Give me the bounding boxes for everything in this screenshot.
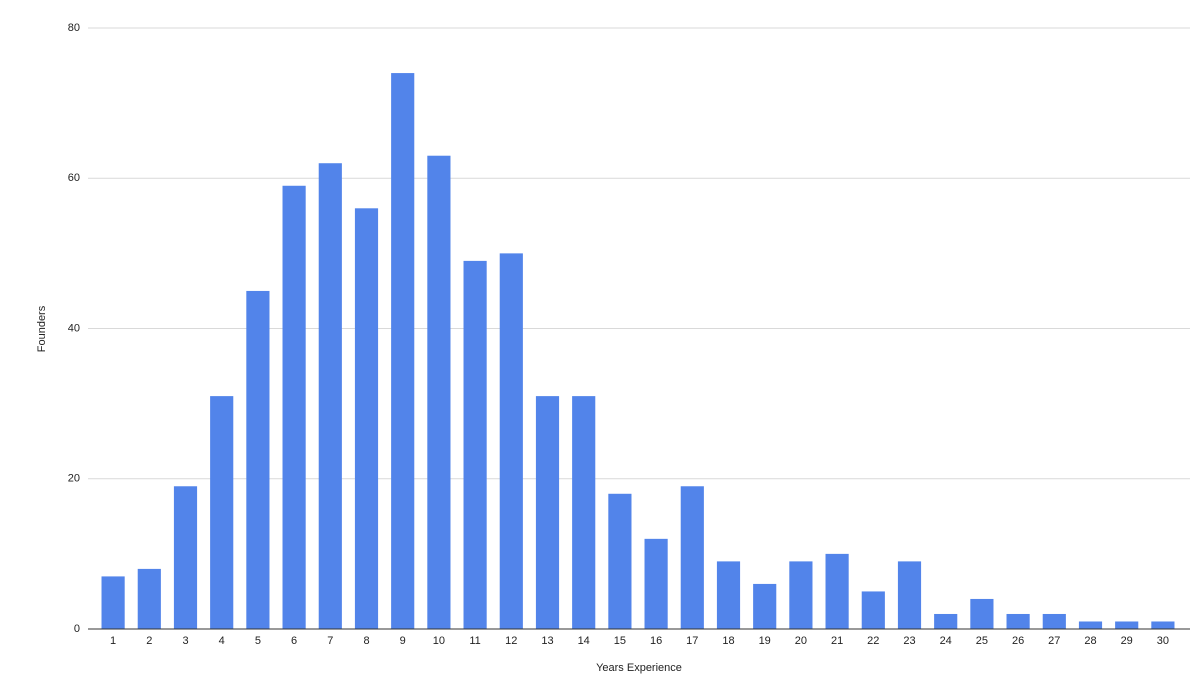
x-tick-label: 29 bbox=[1121, 635, 1133, 647]
bar bbox=[1078, 621, 1103, 629]
x-tick-label: 18 bbox=[722, 635, 734, 647]
x-tick-label: 11 bbox=[469, 635, 480, 647]
x-tick-label: 17 bbox=[686, 635, 698, 647]
x-tick-label: 13 bbox=[541, 635, 553, 647]
bar bbox=[1042, 613, 1066, 629]
y-tick-label: 60 bbox=[68, 172, 80, 184]
x-tick-label: 8 bbox=[363, 635, 369, 647]
bar bbox=[861, 591, 885, 629]
x-tick-label: 20 bbox=[795, 635, 807, 647]
x-tick-label: 28 bbox=[1084, 635, 1096, 647]
x-tick-label: 6 bbox=[291, 635, 297, 647]
x-tick-label: 22 bbox=[867, 635, 879, 647]
bar bbox=[1006, 613, 1030, 629]
x-tick-label: 9 bbox=[400, 635, 406, 647]
bar bbox=[970, 598, 994, 629]
x-tick-label: 5 bbox=[255, 635, 261, 647]
x-tick-label: 14 bbox=[578, 635, 590, 647]
x-tick-label: 24 bbox=[940, 635, 952, 647]
y-tick-label: 20 bbox=[68, 473, 80, 485]
x-tick-label: 2 bbox=[146, 635, 152, 647]
y-tick-label: 40 bbox=[68, 322, 80, 334]
x-tick-label: 23 bbox=[903, 635, 915, 647]
y-tick-label: 0 bbox=[74, 623, 80, 635]
bar bbox=[789, 561, 813, 629]
x-tick-label: 16 bbox=[650, 635, 662, 647]
bar bbox=[535, 396, 560, 629]
bar bbox=[354, 208, 379, 630]
bar bbox=[499, 253, 523, 629]
y-axis-label: Founders bbox=[36, 305, 48, 352]
bar bbox=[716, 561, 741, 629]
x-tick-label: 27 bbox=[1048, 635, 1060, 647]
bar bbox=[1151, 621, 1175, 629]
bar bbox=[427, 155, 451, 629]
bar bbox=[897, 561, 922, 629]
bar bbox=[246, 290, 270, 629]
x-tick-label: 30 bbox=[1157, 635, 1169, 647]
bar bbox=[173, 486, 198, 629]
x-tick-label: 12 bbox=[505, 635, 517, 647]
bar bbox=[572, 396, 596, 629]
bar bbox=[463, 260, 487, 629]
bar bbox=[391, 73, 415, 629]
bar bbox=[137, 568, 161, 629]
bar bbox=[210, 396, 234, 629]
x-axis-label: Years Experience bbox=[596, 662, 682, 674]
x-tick-label: 10 bbox=[433, 635, 445, 647]
x-tick-label: 3 bbox=[182, 635, 188, 647]
bar bbox=[282, 185, 306, 629]
x-tick-label: 15 bbox=[614, 635, 626, 647]
x-tick-label: 26 bbox=[1012, 635, 1024, 647]
bar bbox=[644, 538, 668, 629]
x-tick-label: 4 bbox=[219, 635, 225, 647]
x-tick-label: 1 bbox=[110, 635, 116, 647]
bar bbox=[934, 613, 958, 629]
bar bbox=[753, 583, 777, 629]
y-tick-label: 80 bbox=[68, 22, 80, 34]
x-tick-label: 21 bbox=[831, 635, 843, 647]
bar bbox=[318, 163, 342, 629]
bar bbox=[680, 486, 704, 629]
x-tick-label: 25 bbox=[976, 635, 988, 647]
bar bbox=[101, 576, 125, 629]
x-tick-label: 19 bbox=[759, 635, 771, 647]
bar bbox=[825, 553, 849, 629]
x-tick-label: 7 bbox=[327, 635, 333, 647]
bar bbox=[1115, 621, 1139, 629]
bar bbox=[608, 493, 632, 629]
